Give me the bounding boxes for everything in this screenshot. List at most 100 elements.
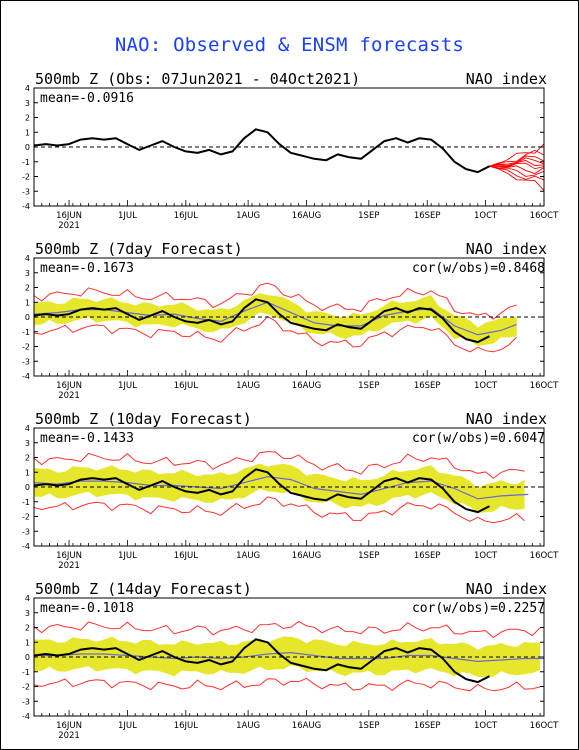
ensemble-lower-bound <box>33 315 518 353</box>
x-tick-label: 1SEP <box>358 551 379 561</box>
forecast-member-line <box>489 165 545 181</box>
x-tick-label: 16JUN <box>56 551 82 561</box>
x-tick-label: 1JUL <box>118 381 137 391</box>
x-tick-label: 16OCT <box>530 551 559 561</box>
y-tick-label: 4 <box>25 84 30 93</box>
panel-3-mean: mean=-0.1433 <box>40 431 134 446</box>
ensemble-upper-bound <box>33 282 517 320</box>
ensemble-upper-bound <box>33 620 541 639</box>
y-tick-label: 3 <box>25 609 30 618</box>
ensemble-spread-band <box>34 293 517 346</box>
y-tick-label: 4 <box>25 594 30 603</box>
x-tick-label: 1OCT <box>474 721 498 731</box>
x-tick-label: 1OCT <box>474 381 498 391</box>
y-tick-label: 1 <box>25 128 30 137</box>
y-tick-label: 0 <box>25 143 30 152</box>
x-tick-label: 16AUG <box>292 211 321 221</box>
panel-4-title: 500mb Z (14day Forecast) <box>35 580 252 598</box>
y-tick-label: 4 <box>25 254 30 263</box>
x-year-label: 2021 <box>58 221 80 231</box>
y-tick-label: 0 <box>25 483 30 492</box>
forecast-member-line <box>489 165 545 177</box>
x-tick-label: 16JUL <box>174 551 199 561</box>
y-tick-label: -2 <box>22 173 30 182</box>
x-tick-label: 16OCT <box>530 211 559 221</box>
observed-nao-line <box>33 638 490 684</box>
main-title: NAO: Observed & ENSM forecasts <box>114 34 465 56</box>
x-year-label: 2021 <box>58 731 80 741</box>
x-tick-label: 16JUN <box>56 721 82 731</box>
ensemble-lower-bound <box>33 677 541 692</box>
y-tick-label: -4 <box>22 372 30 381</box>
x-tick-label: 16SEP <box>414 381 441 391</box>
x-tick-label: 16JUN <box>56 211 82 221</box>
ensemble-mean-line <box>34 651 544 663</box>
x-tick-label: 16JUN <box>56 381 82 391</box>
panel-2-mean: mean=-0.1673 <box>40 261 134 276</box>
x-year-label: 2021 <box>58 391 80 401</box>
x-tick-label: 16AUG <box>292 551 321 561</box>
x-tick-label: 16SEP <box>414 211 441 221</box>
x-tick-label: 1AUG <box>236 381 260 391</box>
observed-nao-line <box>33 128 490 174</box>
forecast-member-line <box>489 165 545 192</box>
y-tick-label: -3 <box>22 187 30 196</box>
y-tick-label: 0 <box>25 653 30 662</box>
x-tick-label: 1JUL <box>118 211 137 221</box>
x-tick-label: 16OCT <box>530 381 559 391</box>
y-tick-label: -1 <box>22 668 30 677</box>
panel-2-title: 500mb Z (7day Forecast) <box>35 240 243 258</box>
observed-nao-line <box>33 468 490 514</box>
x-tick-label: 16AUG <box>292 721 321 731</box>
panel-4-correlation: cor(w/obs)=0.2257 <box>411 601 545 616</box>
ensemble-lower-bound <box>33 496 525 524</box>
x-tick-label: 16OCT <box>530 721 559 731</box>
y-tick-label: -3 <box>22 527 30 536</box>
x-tick-label: 1OCT <box>474 551 498 561</box>
panel-3-correlation: cor(w/obs)=0.6047 <box>411 431 545 446</box>
y-tick-label: 3 <box>25 99 30 108</box>
y-tick-label: 2 <box>25 454 30 463</box>
y-tick-label: 2 <box>25 284 30 293</box>
y-tick-label: -4 <box>22 712 30 721</box>
x-tick-label: 16JUL <box>174 211 199 221</box>
panel-4-index-label: NAO index <box>465 580 547 598</box>
forecast-member-line <box>489 162 545 170</box>
y-tick-label: -1 <box>22 328 30 337</box>
y-tick-label: 3 <box>25 269 30 278</box>
y-tick-label: -1 <box>22 498 30 507</box>
x-tick-label: 1SEP <box>358 211 379 221</box>
panel-2-index-label: NAO index <box>465 240 547 258</box>
panel-1-title: 500mb Z (Obs: 07Jun2021 - 04Oct2021) <box>35 70 361 88</box>
y-tick-label: -4 <box>22 202 30 211</box>
x-tick-label: 16AUG <box>292 381 321 391</box>
y-tick-label: -4 <box>22 542 30 551</box>
y-tick-label: 3 <box>25 439 30 448</box>
y-tick-label: -2 <box>22 513 30 522</box>
y-tick-label: 2 <box>25 114 30 123</box>
y-tick-label: -2 <box>22 683 30 692</box>
panel-3-title: 500mb Z (10day Forecast) <box>35 410 252 428</box>
x-tick-label: 1AUG <box>236 211 260 221</box>
y-tick-label: -2 <box>22 343 30 352</box>
y-tick-label: 1 <box>25 468 30 477</box>
x-tick-label: 16SEP <box>414 551 441 561</box>
x-tick-label: 1SEP <box>358 721 379 731</box>
observed-nao-line <box>33 298 490 344</box>
x-tick-label: 1JUL <box>118 721 137 731</box>
forecast-member-line <box>489 149 545 167</box>
x-tick-label: 1OCT <box>474 211 498 221</box>
x-tick-label: 16JUL <box>174 381 199 391</box>
ensemble-spread-band <box>34 463 525 513</box>
panel-4-mean: mean=-0.1018 <box>40 601 134 616</box>
x-tick-label: 16SEP <box>414 721 441 731</box>
panel-3-index-label: NAO index <box>465 410 547 428</box>
y-tick-label: 2 <box>25 624 30 633</box>
x-year-label: 2021 <box>58 561 80 571</box>
y-tick-label: -3 <box>22 357 30 366</box>
x-tick-label: 16JUL <box>174 721 199 731</box>
y-tick-label: 1 <box>25 638 30 647</box>
panel-2-correlation: cor(w/obs)=0.8468 <box>411 261 545 276</box>
y-tick-label: 4 <box>25 424 30 433</box>
